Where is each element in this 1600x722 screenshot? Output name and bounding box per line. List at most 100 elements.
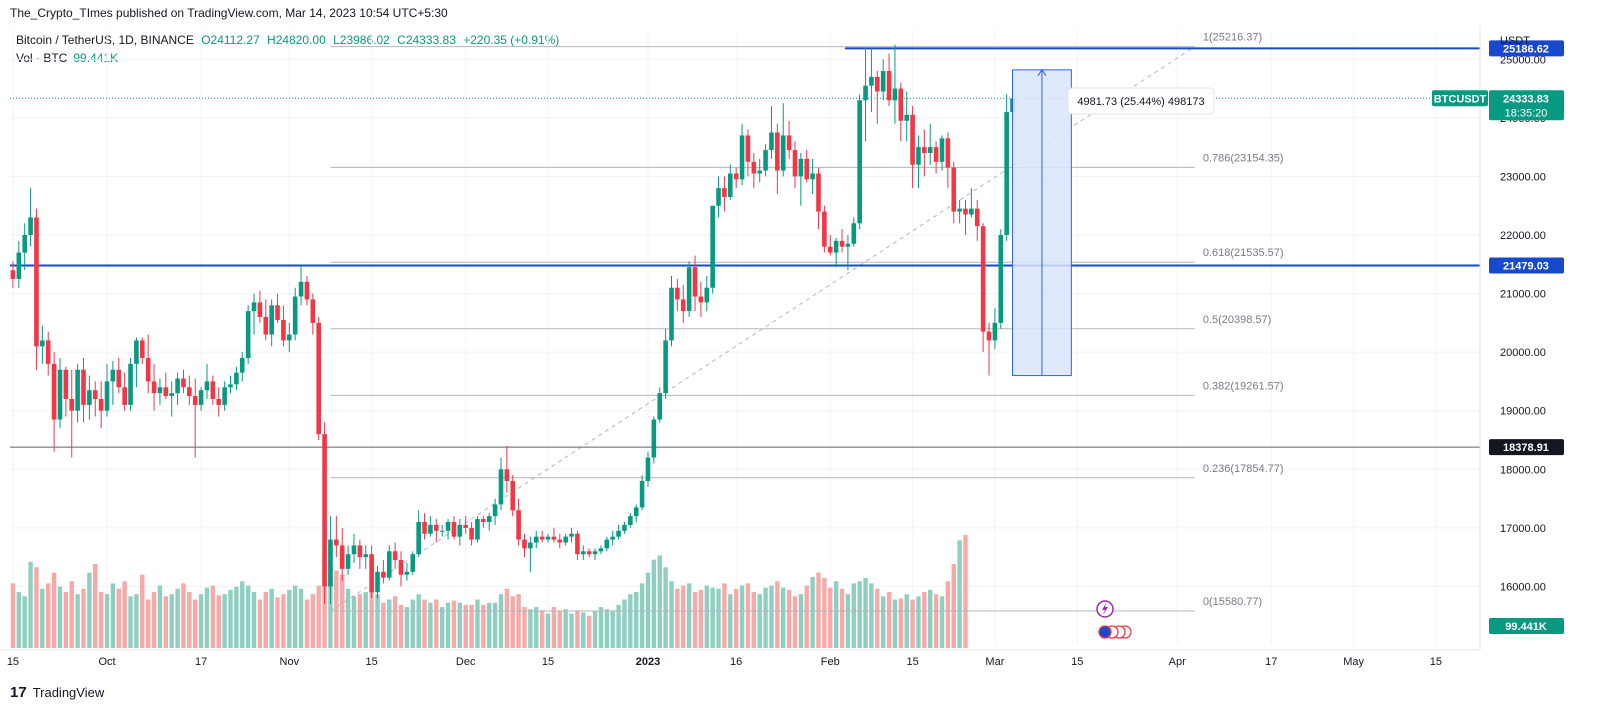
candle-body [87,390,92,405]
volume-bar [316,585,321,648]
volume-bar [369,585,374,648]
candle-body [581,551,586,555]
candle-body [816,173,821,212]
candle-body [622,524,627,531]
candle-body [475,519,480,540]
volume-bar [387,599,392,648]
volume-label-bg [1489,618,1564,634]
volume-bar [322,561,327,648]
candle-body [292,296,298,335]
volume-bar [463,604,468,648]
ohlc-high: H24820.00 [267,33,326,47]
candle-body [134,340,139,364]
candle-body [22,235,27,253]
volume-bar [10,583,16,648]
footer-brand[interactable]: TradingView [32,685,105,700]
y-tick-label: 17000.00 [1500,523,1546,535]
volume-bar [104,594,110,648]
grid [10,30,1480,645]
level-label: 21479.03 [1503,261,1549,273]
x-tick-label: 17 [195,656,207,668]
tradingview-logo-icon[interactable]: 17 [10,684,27,701]
volume-bar [275,597,280,648]
candle-body [257,302,263,317]
candle-body [157,387,163,394]
candle-body [187,387,192,397]
volume-bar [222,594,227,648]
symbol-name[interactable]: Bitcoin / TetherUS, 1D, BINANCE [16,33,194,47]
fib-label: 0.382(19261.57) [1203,380,1284,392]
level-label-bg [1489,439,1564,456]
volume-bar [34,567,39,648]
candle-body [281,319,286,341]
volume-bar [781,587,786,648]
candle-body [122,387,127,405]
volume-bar [675,588,680,648]
y-tick-label: 20000.00 [1500,347,1546,359]
fib-label: 0(15580.77) [1203,596,1262,608]
candle-body [469,527,474,540]
candle-body [904,114,909,121]
volume-bar [822,578,827,648]
candle-body [216,399,222,405]
candle-body [269,305,274,335]
volume-bar [745,583,751,648]
volume-bar [657,555,662,648]
candle-body [898,88,904,121]
volume-bar [698,589,704,648]
axes: 16000.00 17000.00 18000.00 19000.00 20000.00… [0,25,1546,668]
candle-body [998,235,1004,323]
x-tick-label: May [1343,656,1364,668]
volume-bar [481,604,486,648]
volume-bar [445,602,451,648]
candle-body [16,252,22,279]
volume-bar [46,583,51,648]
volume-bar [87,572,92,648]
symbol-legend[interactable]: Bitcoin / TetherUS, 1D, BINANCE O24112.2… [16,33,563,47]
volume-bar [234,586,239,648]
candle-body [251,302,257,312]
candle-body [69,399,75,411]
footer[interactable]: 17 TradingView [10,684,104,701]
candle-body [445,522,451,531]
volume-bar [875,588,880,648]
lightning-icon[interactable] [1096,600,1114,618]
price-labels: 21479.03 25186.62 18378.91 BTCUSDT 24333.83 1… [1432,40,1564,634]
candle-body [710,205,715,288]
candle-body [910,114,915,165]
candle-body [916,147,921,165]
candle-body [645,457,651,481]
candle-body [610,536,615,540]
volume-bar [922,592,927,648]
volume-bar [586,615,592,648]
x-tick-label: 15 [906,656,918,668]
candle-body [933,147,939,162]
volume-bar [81,588,86,648]
candle-body [398,560,404,575]
volume-bar [581,612,586,648]
candle-body [551,536,557,540]
candle-body [222,387,227,405]
candle-body [510,481,516,511]
volume-bar [628,594,633,648]
symbol-tag-bg [1432,90,1488,107]
volume-bar [592,611,598,648]
events-flag-icon[interactable] [1098,625,1132,639]
fib-label: 1(25216.37) [1203,32,1262,44]
candle-body [780,135,786,171]
countdown-label: 18:35:20 [1505,107,1548,119]
candle-body [328,539,333,587]
price-chart[interactable]: 1(25216.37) 0.786(23154.35) 0.618(21535.57… [0,0,1600,680]
volume-bar [886,592,892,648]
candle-body [116,369,122,388]
volume-bar [951,564,956,648]
volume-bar [757,594,762,648]
candle-body [833,240,839,253]
volume-bar [492,602,498,648]
candle-body [739,135,745,180]
volume-bar [292,585,298,648]
candle-body [45,340,51,364]
candle-body [657,393,663,420]
candle-body [569,533,574,537]
candle-body [434,524,439,531]
